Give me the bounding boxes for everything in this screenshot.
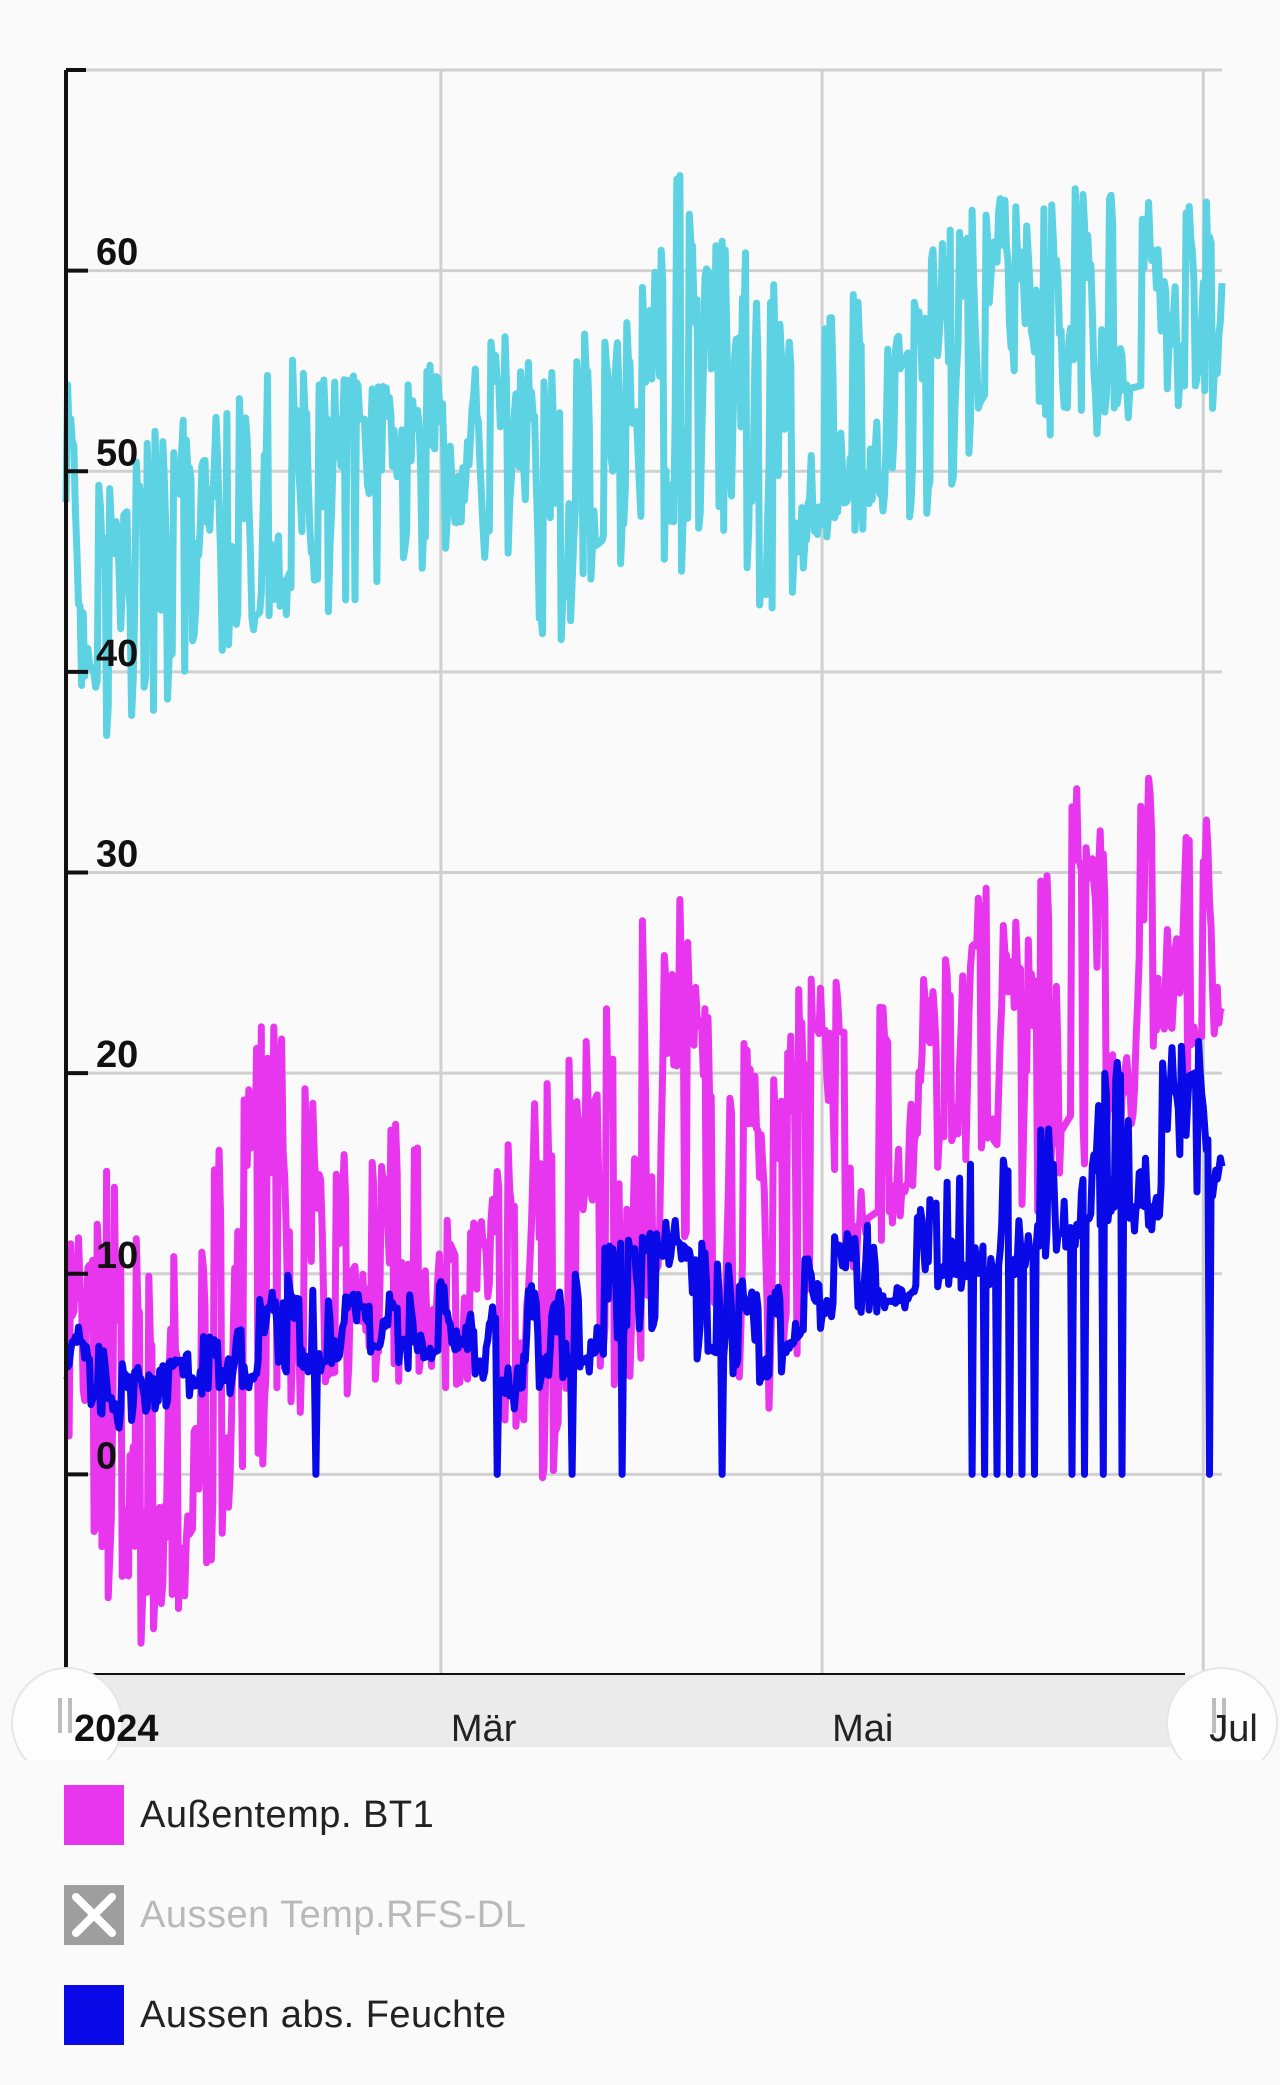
y-tick-label: 60 — [96, 232, 138, 274]
range-track[interactable] — [66, 1675, 1222, 1747]
x-tick-label: Jul — [1209, 1708, 1258, 1750]
range-scrollbar[interactable] — [11, 1667, 1278, 1760]
y-tick-label: 0 — [96, 1435, 117, 1477]
x-tick-label: 2024 — [74, 1708, 159, 1750]
legend-disabled-x-icon — [64, 1885, 124, 1945]
x-axis-ticks: 2024 Mär Mai Jul — [74, 1708, 1258, 1750]
legend-swatch-aussen-abs-feuchte — [64, 1985, 124, 2045]
legend-label: Aussen Temp.RFS-DL — [140, 1893, 527, 1936]
range-handle-left[interactable] — [11, 1667, 123, 1760]
y-tick-label: 30 — [96, 834, 138, 876]
series-layer — [62, 172, 1226, 1647]
y-tick-label: 10 — [96, 1235, 138, 1277]
y-tick-label: 50 — [96, 432, 138, 474]
legend-item-aussentemp-bt1[interactable]: Außentemp. BT1 — [64, 1785, 1244, 1845]
x-tick-label: Mai — [832, 1708, 893, 1750]
y-axis-ticks: 0 10 20 30 40 50 60 — [66, 232, 138, 1477]
chart[interactable]: 0 10 20 30 40 50 60 2024 Mär Mai Jul — [0, 0, 1280, 1760]
x-tick-label: Mär — [451, 1708, 517, 1750]
series-line-3 — [62, 172, 1226, 739]
y-tick-label: 20 — [96, 1034, 138, 1076]
legend-label: Aussen abs. Feuchte — [140, 1993, 507, 2036]
legend-item-aussen-abs-feuchte[interactable]: Aussen abs. Feuchte — [64, 1985, 1244, 2045]
series-line-0 — [63, 774, 1225, 1647]
legend-swatch-aussentemp-bt1 — [64, 1785, 124, 1845]
legend-label: Außentemp. BT1 — [140, 1793, 435, 1836]
series-line-2 — [64, 1037, 1226, 1478]
y-tick-label: 40 — [96, 633, 138, 675]
legend-item-aussen-temp-rfs-dl[interactable]: Aussen Temp.RFS-DL — [64, 1885, 1244, 1945]
legend: Außentemp. BT1 Aussen Temp.RFS-DL Aussen… — [64, 1785, 1244, 2085]
